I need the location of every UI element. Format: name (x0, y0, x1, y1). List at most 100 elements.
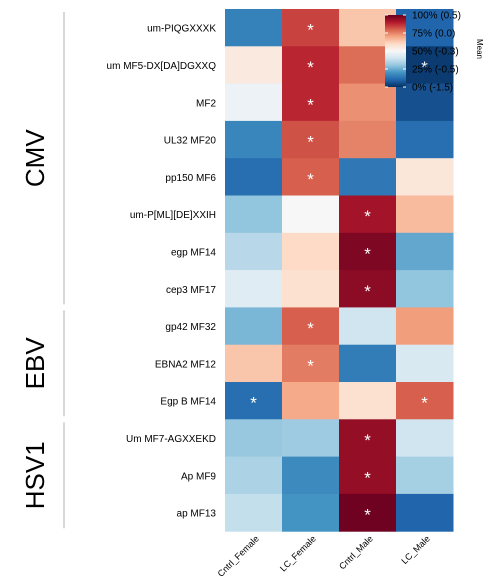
column-label: LC_Male (399, 534, 432, 567)
heatmap-cell (282, 195, 340, 234)
significance-star: * (421, 58, 428, 77)
heatmap-cell (282, 493, 340, 532)
significance-star: * (250, 394, 257, 413)
column-labels: Cntrl_Female LC_Female Cntrl_Male LC_Male (216, 534, 432, 579)
heatmap-cell (339, 382, 397, 420)
heatmap-cell (339, 83, 397, 122)
significance-star: * (307, 95, 314, 114)
significance-star: * (307, 170, 314, 189)
heatmap-cell (282, 232, 340, 271)
heatmap-cell (225, 382, 283, 420)
color-legend: 100% (0.5) 75% (0.0) 50% (-0.3) 25% (-0.5) 0… (385, 11, 484, 94)
legend-tick-label: 25% (-0.5) (412, 65, 459, 76)
heatmap-cell (225, 493, 283, 532)
significance-star: * (307, 21, 314, 40)
significance-star: * (307, 319, 314, 338)
legend-title: Mean (475, 39, 484, 59)
heatmap-cell (396, 456, 454, 495)
heatmap-cell (396, 270, 454, 308)
heatmap-cell (282, 344, 340, 383)
row-label: cep3 MF17 (166, 285, 216, 296)
row-label: Ap MF9 (181, 471, 216, 482)
legend-tick-label: 0% (-1.5) (412, 83, 453, 94)
legend-tick-label: 100% (0.5) (412, 11, 461, 22)
heatmap-cell (396, 158, 454, 196)
heatmap-cell (225, 344, 283, 383)
heatmap-cell (282, 158, 340, 196)
heatmap-cell (339, 456, 397, 495)
heatmap-cell (339, 120, 397, 159)
significance-star: * (307, 58, 314, 77)
row-label: Um MF7-AGXXEKD (126, 434, 216, 445)
heatmap-cell (339, 344, 397, 383)
heatmap-cell (225, 120, 283, 159)
heatmap-cell (225, 83, 283, 122)
column-label: Cntrl_Male (337, 534, 375, 572)
heatmap-cell (396, 120, 454, 159)
heatmap-cells (225, 9, 454, 532)
heatmap-cell (282, 382, 340, 420)
heatmap-cell (396, 232, 454, 271)
heatmap-cell (225, 232, 283, 271)
significance-star: * (364, 506, 371, 525)
heatmap-cell (339, 307, 397, 346)
row-label: egp MF14 (171, 247, 216, 258)
heatmap-cell (339, 232, 397, 271)
significance-star: * (364, 282, 371, 301)
heatmap-cell (396, 419, 454, 458)
heatmap-cell (225, 270, 283, 308)
heatmap-cell (396, 382, 454, 420)
heatmap-cell (339, 419, 397, 458)
heatmap-cell (282, 9, 340, 47)
heatmap-cell (225, 158, 283, 196)
significance-markers: * * * * * * * * * * * * * * * * (250, 21, 428, 525)
legend-tick-label: 75% (0.0) (412, 29, 455, 40)
heatmap-cell (396, 307, 454, 346)
heatmap-cell (282, 270, 340, 308)
row-labels: um-PIQGXXXK um MF5-DX[DA]DGXXQ MF2 UL32 MF2… (107, 24, 217, 520)
heatmap-cell (282, 307, 340, 346)
group-brackets: CMV EBV HSV1 (20, 12, 65, 529)
row-label: pp150 MF6 (165, 173, 216, 184)
heatmap-cell (339, 195, 397, 234)
row-label: EBNA2 MF12 (155, 359, 217, 370)
heatmap-cell (339, 158, 397, 196)
heatmap-cell (225, 195, 283, 234)
legend-tick-label: 50% (-0.3) (412, 47, 459, 58)
row-label: MF2 (196, 98, 216, 109)
group-label: EBV (20, 337, 50, 390)
heatmap-cell (396, 83, 454, 122)
column-label: Cntrl_Female (216, 534, 261, 579)
significance-star: * (364, 468, 371, 487)
heatmap-cell (225, 456, 283, 495)
row-label: um-PIQGXXXK (147, 24, 216, 35)
group-label: CMV (20, 129, 50, 187)
significance-star: * (364, 431, 371, 450)
significance-star: * (421, 394, 428, 413)
significance-star: * (307, 133, 314, 152)
significance-star: * (364, 244, 371, 263)
significance-star: * (364, 207, 371, 226)
heatmap-cell (282, 419, 340, 458)
heatmap-cell (225, 46, 283, 85)
row-label: ap MF13 (177, 509, 217, 520)
row-label: um MF5-DX[DA]DGXXQ (107, 61, 217, 72)
significance-star: * (307, 356, 314, 375)
heatmap-cell (396, 344, 454, 383)
row-label: Egp B MF14 (160, 397, 216, 408)
legend-colorbar (385, 15, 406, 87)
heatmap-cell (282, 83, 340, 122)
heatmap-cell (339, 270, 397, 308)
heatmap-cell (225, 9, 283, 47)
heatmap-cell (225, 307, 283, 346)
heatmap-cell (282, 456, 340, 495)
row-label: um-P[ML][DE]XXIH (130, 210, 216, 221)
heatmap-cell (225, 419, 283, 458)
column-label: LC_Female (278, 534, 318, 574)
heatmap-cell (396, 195, 454, 234)
row-label: gp42 MF32 (165, 322, 216, 333)
heatmap-cell (339, 493, 397, 532)
group-label: HSV1 (20, 441, 50, 509)
heatmap-cell (282, 46, 340, 85)
